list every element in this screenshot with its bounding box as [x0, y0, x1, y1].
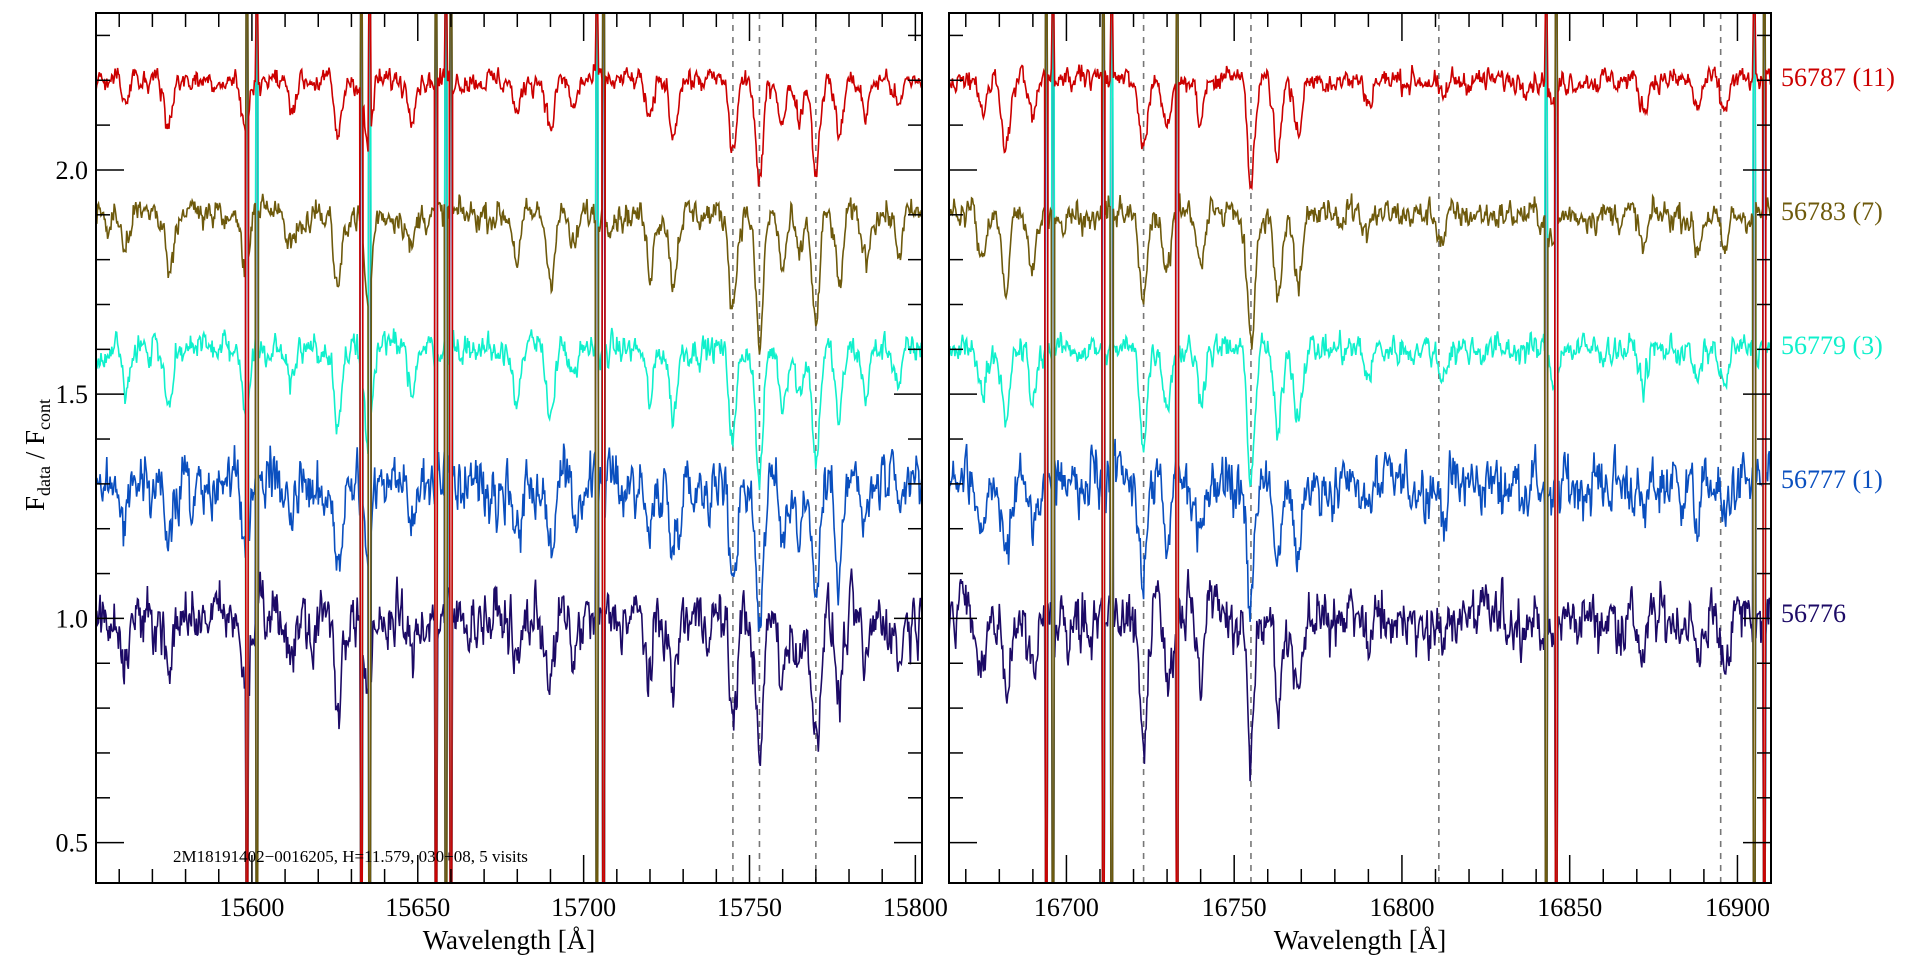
legend: 56787 (11) 56783 (7) 56779 (3) 56777 (1) 567…	[1781, 63, 1895, 628]
series-group	[949, 13, 1771, 883]
legend-entry: 56776	[1781, 599, 1846, 628]
y-tick-label: 1.0	[56, 604, 89, 633]
spectrum-line-56776	[949, 13, 1771, 883]
spectrum-line-56777	[96, 13, 922, 883]
x-tick-label: 16850	[1537, 893, 1602, 922]
spectrum-line-56779	[949, 13, 1771, 883]
spectrum-line-56777	[949, 13, 1771, 883]
left-panel: 15600 15650 15700 15750 15800 Wavelength [Å] 0…	[56, 12, 948, 955]
spectrum-line-56787	[96, 13, 922, 883]
x-axis-label: Wavelength [Å]	[1274, 925, 1447, 955]
x-tick-label: 16800	[1369, 893, 1434, 922]
x-tick-label: 16750	[1202, 893, 1267, 922]
y-tick-label: 1.5	[56, 380, 89, 409]
y-tick-label: 2.0	[56, 156, 89, 185]
plot-frame	[948, 12, 1772, 884]
spectrum-line-56779	[96, 13, 922, 883]
x-tick-label: 16700	[1034, 893, 1099, 922]
spectrum-line-56783	[949, 13, 1771, 883]
spectrum-line-56787	[949, 13, 1771, 883]
x-tick-label: 15800	[883, 893, 948, 922]
x-tick-label: 15600	[219, 893, 284, 922]
legend-entry: 56787 (11)	[1781, 63, 1895, 92]
legend-entry: 56779 (3)	[1781, 331, 1883, 360]
x-axis-label: Wavelength [Å]	[423, 925, 596, 955]
series-group	[96, 13, 922, 883]
annotation: 2M18191402−0016205, H=11.579, 030+08, 5 …	[173, 847, 528, 866]
spectrum-line-56783	[96, 13, 922, 883]
x-tick-label: 15700	[551, 893, 616, 922]
y-tick-label: 0.5	[56, 829, 89, 858]
y-axis-label: Fdata / Fcont	[20, 399, 54, 511]
spectrum-line-56776	[96, 13, 922, 883]
x-tick-label: 15650	[385, 893, 450, 922]
plot-frame	[95, 12, 923, 884]
x-tick-label: 16900	[1705, 893, 1770, 922]
x-tick-label: 15750	[717, 893, 782, 922]
legend-entry: 56783 (7)	[1781, 197, 1883, 226]
legend-entry: 56777 (1)	[1781, 465, 1883, 494]
right-panel: 16700 16750 16800 16850 16900 Wavelength [Å]	[948, 12, 1772, 955]
